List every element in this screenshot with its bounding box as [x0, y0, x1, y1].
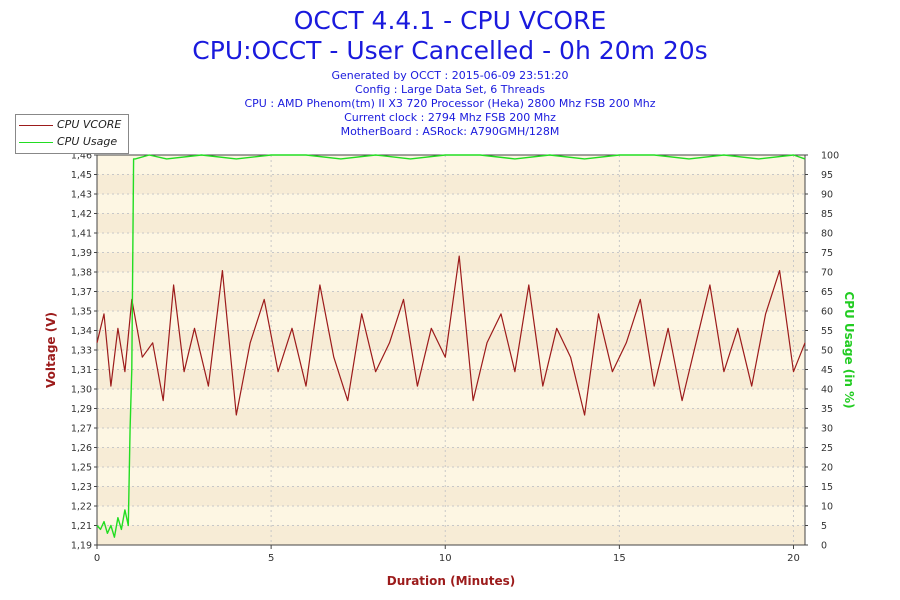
- info-cpu: CPU : AMD Phenom(tm) II X3 720 Processor…: [244, 97, 656, 110]
- plot-band: [97, 174, 805, 194]
- y-tick-label: 1,41: [71, 229, 92, 240]
- y2-tick-label: 80: [821, 229, 833, 240]
- y-tick-label: 1,21: [71, 521, 92, 532]
- y2-tick-label: 90: [821, 190, 833, 201]
- y2-tick-label: 0: [821, 541, 827, 552]
- series-line-vcore: [96, 255, 806, 416]
- x-tick-label: 20: [787, 553, 800, 564]
- plot-band: [97, 486, 805, 506]
- info-motherboard: MotherBoard : ASRock: A790GMH/128M: [340, 125, 560, 138]
- y2-tick-label: 65: [821, 287, 833, 298]
- info-generated: Generated by OCCT : 2015-06-09 23:51:20: [331, 69, 569, 82]
- y2-tick-label: 20: [821, 463, 833, 474]
- plot-band: [97, 408, 805, 428]
- legend-item-vcore: CPU VCORE: [16, 118, 128, 132]
- y2-tick-label: 100: [821, 151, 839, 162]
- y-tick-label: 1,26: [71, 443, 92, 454]
- y2-tick-label: 55: [821, 326, 833, 337]
- plot-band: [97, 369, 805, 389]
- legend-swatch-vcore: [19, 125, 53, 126]
- y-tick-label: 1,31: [71, 365, 92, 376]
- info-config: Config : Large Data Set, 6 Threads: [355, 83, 545, 96]
- x-tick-label: 0: [94, 553, 100, 564]
- y-tick-label: 1,19: [71, 541, 92, 552]
- y2-tick-label: 85: [821, 209, 833, 220]
- y-tick-label: 1,38: [71, 268, 92, 279]
- series-line-usage: [96, 154, 806, 538]
- info-clock: Current clock : 2794 Mhz FSB 200 Mhz: [344, 111, 556, 124]
- x-tick-label: 5: [268, 553, 274, 564]
- legend: CPU VCORE CPU Usage: [15, 114, 129, 154]
- y2-tick-label: 75: [821, 248, 833, 259]
- y-tick-label: 1,33: [71, 346, 92, 357]
- y2-tick-label: 35: [821, 404, 833, 415]
- plot-band: [97, 291, 805, 311]
- y2-tick-label: 25: [821, 443, 833, 454]
- legend-label-vcore: CPU VCORE: [57, 118, 122, 131]
- y-tick-label: 1,27: [71, 424, 92, 435]
- y2-tick-label: 40: [821, 385, 833, 396]
- y2-tick-label: 10: [821, 502, 833, 513]
- y2-tick-label: 30: [821, 424, 833, 435]
- y2-tick-label: 60: [821, 307, 833, 318]
- y-tick-label: 1,34: [71, 326, 92, 337]
- x-axis-title: Duration (Minutes): [387, 574, 515, 588]
- chart-subtitle: CPU:OCCT - User Cancelled - 0h 20m 20s: [192, 36, 708, 65]
- y-tick-label: 1,42: [71, 209, 92, 220]
- y2-tick-label: 15: [821, 482, 833, 493]
- y2-tick-label: 5: [821, 521, 827, 532]
- y-tick-label: 1,37: [71, 287, 92, 298]
- y-tick-label: 1,22: [71, 502, 92, 513]
- y-tick-label: 1,23: [71, 482, 92, 493]
- chart-title: OCCT 4.4.1 - CPU VCORE: [293, 6, 607, 35]
- plot-band: [97, 525, 805, 545]
- y2-tick-label: 50: [821, 346, 833, 357]
- y-tick-label: 1,35: [71, 307, 92, 318]
- legend-label-usage: CPU Usage: [57, 135, 118, 148]
- y-tick-label: 1,43: [71, 190, 92, 201]
- y2-tick-label: 95: [821, 170, 833, 181]
- plot-band: [97, 447, 805, 467]
- y-tick-label: 1,46: [71, 151, 92, 162]
- x-tick-label: 10: [439, 553, 452, 564]
- plot-band: [97, 213, 805, 233]
- legend-swatch-usage: [19, 142, 53, 143]
- plot-band: [97, 252, 805, 272]
- y-tick-label: 1,25: [71, 463, 92, 474]
- y-tick-label: 1,45: [71, 170, 92, 181]
- y-tick-label: 1,39: [71, 248, 92, 259]
- y2-tick-label: 70: [821, 268, 833, 279]
- plot-band: [97, 330, 805, 350]
- y2-tick-label: 45: [821, 365, 833, 376]
- y-axis-title: Voltage (V): [44, 312, 58, 388]
- y-tick-label: 1,30: [71, 385, 92, 396]
- y-tick-label: 1,29: [71, 404, 92, 415]
- x-tick-label: 15: [613, 553, 626, 564]
- legend-item-usage: CPU Usage: [16, 135, 128, 149]
- y2-axis-title: CPU Usage (in %): [842, 291, 856, 408]
